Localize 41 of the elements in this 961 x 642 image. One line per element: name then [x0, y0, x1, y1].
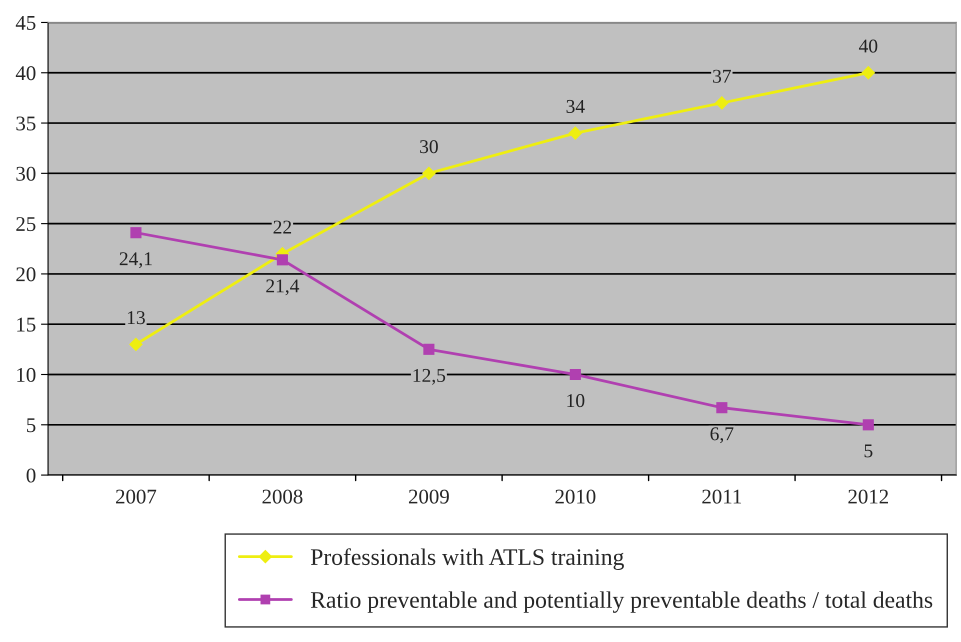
y-tick-label: 10 — [17, 368, 36, 382]
x-tick-label: 2008 — [262, 490, 302, 504]
point — [422, 166, 436, 180]
data-label: 12,5 — [414, 368, 446, 385]
point — [716, 402, 728, 414]
data-label: 30 — [420, 140, 438, 154]
data-label: 22 — [274, 220, 292, 234]
y-tick-label: 35 — [16, 116, 36, 130]
x-tick-label: 2009 — [408, 490, 449, 504]
point — [276, 254, 288, 266]
x-tick-label: 2011 — [702, 490, 742, 504]
point — [130, 227, 142, 238]
y-tick-label: 45 — [16, 16, 36, 30]
x-tick-label: 2010 — [555, 490, 596, 504]
point — [423, 344, 434, 355]
y-tick-label: 30 — [16, 166, 36, 181]
legend-label: Professionals with ATLS training — [310, 548, 624, 570]
data-label: 6,7 — [710, 427, 734, 444]
x-tick-label: 2012 — [848, 490, 888, 504]
data-label: 5 — [864, 444, 872, 458]
y-tick-label: 40 — [16, 66, 36, 80]
point — [862, 66, 875, 80]
point — [129, 338, 143, 351]
y-tick-label: 15 — [17, 318, 36, 332]
data-label: 37 — [713, 70, 731, 83]
point — [570, 368, 581, 380]
y-tick-label: 0 — [26, 468, 36, 483]
point — [862, 419, 874, 430]
data-label: 21,4 — [266, 279, 300, 296]
y-tick-label: 20 — [16, 267, 36, 282]
data-label: 24,1 — [120, 252, 152, 268]
data-label: 40 — [858, 40, 878, 53]
y-tick-label: 5 — [27, 418, 36, 432]
data-label: 34 — [566, 100, 585, 113]
data-label: 13 — [128, 311, 145, 324]
point — [715, 96, 728, 110]
y-tick-label: 25 — [16, 217, 36, 232]
x-tick-label: 2007 — [116, 490, 156, 504]
legend-label: Ratio preventable and potentially preventable deaths / total deaths — [310, 591, 932, 613]
data-label: 10 — [567, 394, 584, 408]
point — [568, 126, 582, 140]
